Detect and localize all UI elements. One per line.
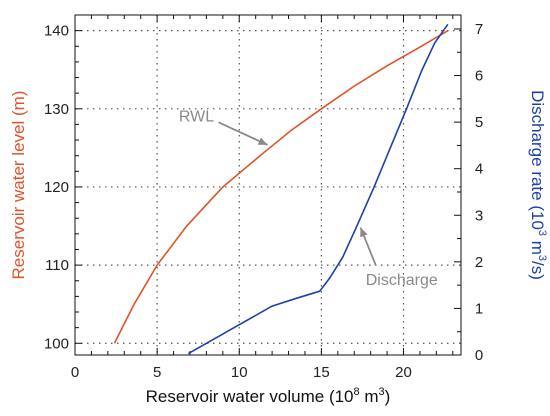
y-right-tick-label: 2 [475, 254, 483, 271]
x-tick-label: 0 [71, 364, 79, 381]
y-right-tick-label: 6 [475, 68, 483, 85]
series [113, 23, 449, 355]
y-left-tick-label: 120 [44, 179, 69, 196]
axis-labels: Reservoir water volume (108 m3) Reservoir… [9, 90, 548, 406]
y-left-tick-label: 140 [44, 23, 69, 40]
y-left-tick-label: 100 [44, 335, 69, 352]
y-right-tick-label: 3 [475, 207, 483, 224]
x-axis-label: Reservoir water volume (108 m3) [146, 386, 391, 406]
grid [75, 15, 461, 355]
y-right-axis-label: Discharge rate (103 m3/s) [528, 90, 548, 280]
y-right-tick-label: 7 [475, 21, 483, 38]
discharge-line [187, 23, 449, 355]
y-right-tick-label: 1 [475, 300, 483, 317]
x-tick-label: 5 [153, 364, 161, 381]
rwl-annotation-arrow [218, 121, 268, 146]
y-right-tick-label: 5 [475, 114, 483, 131]
y-left-tick-label: 110 [45, 257, 69, 274]
annotations: RWL Discharge [179, 108, 438, 289]
y-left-tick-label: 130 [44, 101, 69, 118]
y-right-tick-label: 4 [475, 161, 483, 178]
plot-frame [74, 14, 462, 356]
x-tick-label: 15 [313, 364, 330, 381]
x-tick-label: 20 [395, 364, 412, 381]
x-tick-label: 10 [231, 364, 248, 381]
axes: 0 5 10 15 20 100 110 120 130 140 0 1 2 3 4 5 6 7 [44, 14, 483, 381]
y-left-axis-label: Reservoir water level (m) [9, 91, 28, 280]
y-right-tick-label: 0 [475, 347, 483, 364]
rwl-annotation-label: RWL [179, 108, 214, 125]
rwl-line [113, 29, 449, 344]
discharge-annotation-arrow [359, 227, 377, 266]
discharge-annotation-label: Discharge [366, 272, 438, 289]
